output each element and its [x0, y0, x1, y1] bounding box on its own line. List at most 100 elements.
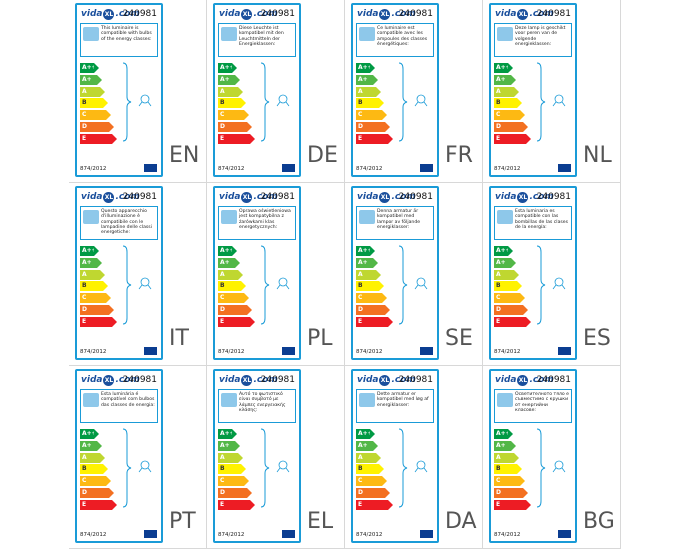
class-arrow: A++ [80, 63, 99, 73]
class-arrow: E [494, 133, 531, 144]
product-code: 240981 [398, 192, 433, 202]
class-arrow: D [218, 121, 252, 132]
energy-label: vida XL .com 240981 Denna armatur är kompati… [351, 186, 439, 360]
logo-badge: XL [241, 9, 253, 20]
class-arrow: B [218, 281, 246, 292]
bracket-bulb [122, 62, 152, 142]
energy-label: vida XL .com 240981 Dette armatur er kompati… [351, 369, 439, 543]
class-arrow: A++ [356, 63, 375, 73]
label-cell: vida XL .com 240981 Denna armatur är kompati… [345, 183, 483, 366]
product-code: 240981 [260, 375, 295, 385]
logo-domain: .com [253, 375, 278, 385]
class-arrow: D [80, 121, 114, 132]
label-cell: vida XL .com 240981 Esta luminaria es compat… [483, 183, 621, 366]
class-scale: A++ A+ A B C D E [218, 63, 255, 146]
product-code: 240981 [536, 9, 571, 19]
class-arrow: A+ [80, 440, 102, 451]
product-code: 240981 [122, 9, 157, 19]
logo-name: vida [219, 9, 241, 19]
class-arrow: A+ [218, 440, 240, 451]
class-scale: A++ A+ A B C D E [80, 429, 117, 512]
label-cell: vida XL .com 240981 Diese Leuchte ist kompat… [207, 0, 345, 183]
class-arrow: A++ [80, 246, 99, 256]
language-code: EL [307, 509, 334, 534]
info-box: Denna armatur är kompatibel med lampor a… [356, 206, 434, 240]
class-arrow: A+ [494, 440, 516, 451]
regulation: 874/2012 [494, 349, 521, 355]
logo-name: vida [219, 375, 241, 385]
class-arrow: B [356, 281, 384, 292]
class-scale: A++ A+ A B C D E [356, 63, 393, 146]
class-scale: A++ A+ A B C D E [356, 246, 393, 329]
logo: vida XL .com [495, 192, 554, 203]
class-arrow: A [494, 452, 519, 463]
eu-flag [144, 530, 157, 538]
logo-name: vida [495, 375, 517, 385]
label-cell: vida XL .com 240981 Ce luminaire est compati… [345, 0, 483, 183]
class-arrow: E [80, 316, 117, 327]
class-scale: A++ A+ A B C D E [494, 429, 531, 512]
class-arrow: A++ [356, 429, 375, 439]
logo-badge: XL [241, 192, 253, 203]
label-cell: vida XL .com 240981 Осветителното тяло е съв… [483, 366, 621, 549]
info-box: This luminaire is compatible with bulbs … [80, 23, 158, 57]
logo-name: vida [81, 192, 103, 202]
eu-flag [558, 530, 571, 538]
info-box: Deze lamp is geschikt voor peren van de … [494, 23, 572, 57]
class-arrow: C [218, 476, 249, 487]
class-arrow: A [218, 269, 243, 280]
product-code: 240981 [260, 9, 295, 19]
logo-domain: .com [529, 375, 554, 385]
class-arrow: B [218, 464, 246, 475]
regulation: 874/2012 [218, 532, 245, 538]
logo-badge: XL [103, 9, 115, 20]
label-cell: vida XL .com 240981 Questo apparecchio d'ill… [69, 183, 207, 366]
bulb-icon [359, 210, 375, 224]
product-code: 240981 [122, 192, 157, 202]
language-code: SE [445, 326, 473, 351]
class-arrow: A [80, 86, 105, 97]
regulation: 874/2012 [494, 532, 521, 538]
logo-name: vida [81, 375, 103, 385]
compat-text: Esta luminária é compatível com bulbos d… [101, 392, 155, 408]
class-arrow: A++ [356, 246, 375, 256]
class-arrow: A [356, 86, 381, 97]
energy-label: vida XL .com 240981 This luminaire is compat… [75, 3, 163, 177]
class-arrow: C [356, 476, 387, 487]
bulb-icon [497, 210, 513, 224]
logo: vida XL .com [219, 192, 278, 203]
logo-name: vida [495, 192, 517, 202]
class-arrow: A [218, 86, 243, 97]
class-arrow: B [80, 464, 108, 475]
logo: vida XL .com [81, 375, 140, 386]
class-arrow: E [494, 316, 531, 327]
compat-text: Diese Leuchte ist kompatibel mit den Leu… [239, 26, 284, 47]
info-box: Oprawa oświetleniowa jest kompatybilna z… [218, 206, 296, 240]
label-cell: vida XL .com 240981 This luminaire is compat… [69, 0, 207, 183]
logo: vida XL .com [357, 375, 416, 386]
class-arrow: E [494, 499, 531, 510]
class-scale: A++ A+ A B C D E [494, 246, 531, 329]
energy-label: vida XL .com 240981 Diese Leuchte ist kompat… [213, 3, 301, 177]
bracket-bulb [536, 245, 566, 325]
energy-label: vida XL .com 240981 Осветителното тяло е съв… [489, 369, 577, 543]
language-code: NL [583, 143, 612, 168]
info-box: Esta luminária é compatível com bulbos d… [80, 389, 158, 423]
class-arrow: D [356, 121, 390, 132]
label-cell: vida XL .com 240981 Deze lamp is geschikt vo… [483, 0, 621, 183]
logo-name: vida [357, 192, 379, 202]
class-arrow: E [356, 316, 393, 327]
info-box: Diese Leuchte ist kompatibel mit den Leu… [218, 23, 296, 57]
class-arrow: E [218, 499, 255, 510]
class-arrow: A+ [494, 74, 516, 85]
logo-domain: .com [115, 192, 140, 202]
class-scale: A++ A+ A B C D E [494, 63, 531, 146]
language-code: BG [583, 509, 615, 534]
class-arrow: D [356, 304, 390, 315]
label-cell: vida XL .com 240981 Dette armatur er kompati… [345, 366, 483, 549]
class-arrow: A++ [218, 246, 237, 256]
label-cell: vida XL .com 240981 Esta luminária é compatí… [69, 366, 207, 549]
product-code: 240981 [536, 192, 571, 202]
regulation: 874/2012 [218, 349, 245, 355]
class-arrow: A++ [494, 63, 513, 73]
